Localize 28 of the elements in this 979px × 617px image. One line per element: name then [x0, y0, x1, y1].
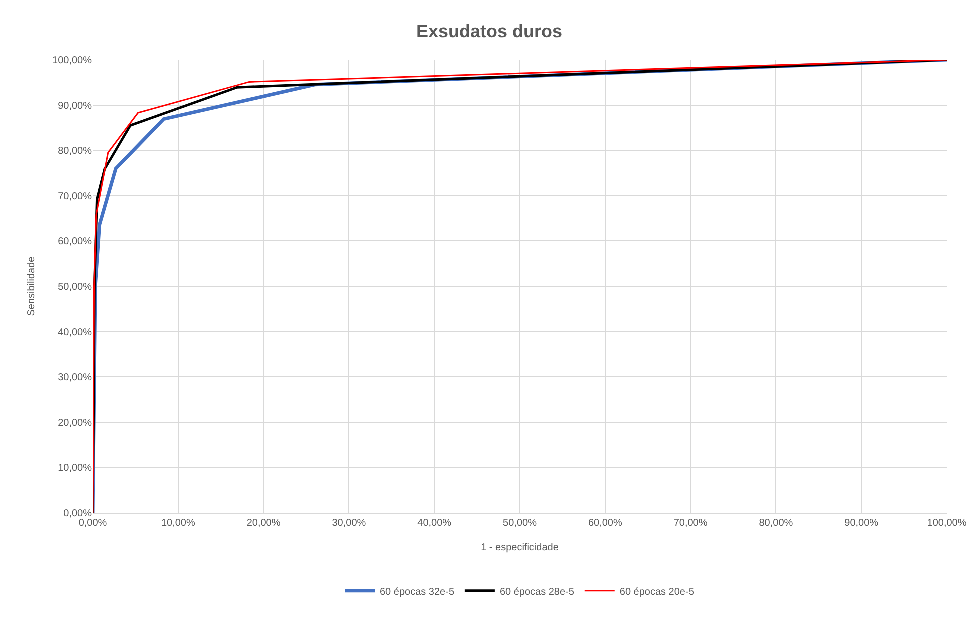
y-tick-label: 50,00% — [58, 282, 92, 293]
chart-title: Exsudatos duros — [416, 21, 563, 42]
x-tick-label: 40,00% — [418, 518, 452, 529]
x-tick-label: 90,00% — [844, 518, 879, 529]
y-tick-label: 90,00% — [58, 100, 92, 112]
y-axis-title: Sensibilidade — [26, 256, 38, 316]
legend-label: 60 épocas 28e-5 — [500, 586, 575, 598]
x-tick-label: 100,00% — [927, 518, 967, 529]
x-tick-label: 20,00% — [246, 518, 281, 529]
x-tick-label: 80,00% — [759, 518, 794, 529]
y-tick-label: 0,00% — [64, 508, 92, 520]
x-axis-title: 1 - especificidade — [481, 542, 560, 554]
y-tick-label: 40,00% — [58, 327, 92, 338]
legend-label: 60 épocas 32e-5 — [380, 586, 455, 598]
legend-label: 60 épocas 20e-5 — [620, 586, 695, 598]
x-tick-label: 10,00% — [161, 518, 196, 529]
x-tick-label: 60,00% — [588, 518, 622, 529]
x-tick-label: 70,00% — [674, 518, 708, 529]
x-tick-label: 0,00% — [78, 518, 108, 529]
y-tick-label: 20,00% — [58, 418, 92, 429]
x-tick-label: 30,00% — [332, 518, 366, 529]
y-tick-label: 30,00% — [58, 372, 92, 384]
y-tick-label: 100,00% — [52, 56, 92, 66]
x-tick-label: 50,00% — [503, 518, 538, 529]
y-tick-label: 60,00% — [58, 236, 92, 248]
y-tick-label: 80,00% — [58, 146, 92, 158]
y-tick-label: 10,00% — [58, 463, 92, 474]
y-tick-label: 70,00% — [58, 191, 92, 202]
